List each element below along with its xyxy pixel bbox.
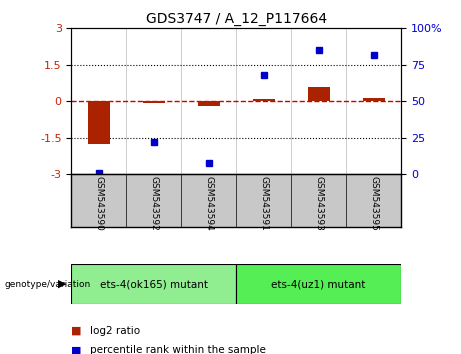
Text: genotype/variation: genotype/variation	[5, 280, 91, 289]
Text: ■: ■	[71, 326, 82, 336]
Text: ets-4(uz1) mutant: ets-4(uz1) mutant	[272, 279, 366, 289]
Text: percentile rank within the sample: percentile rank within the sample	[90, 346, 266, 354]
Text: GSM543595: GSM543595	[369, 176, 378, 231]
Bar	[363, 98, 384, 101]
Text: ▶: ▶	[59, 279, 67, 289]
Bar	[71, 264, 236, 304]
Bar	[198, 101, 220, 106]
Bar	[307, 87, 330, 101]
Text: GSM543592: GSM543592	[149, 176, 159, 231]
Text: ■: ■	[71, 346, 82, 354]
Text: GSM543593: GSM543593	[314, 176, 323, 231]
Bar	[236, 264, 401, 304]
Text: log2 ratio: log2 ratio	[90, 326, 140, 336]
Title: GDS3747 / A_12_P117664: GDS3747 / A_12_P117664	[146, 12, 327, 26]
Bar	[143, 101, 165, 103]
Text: GSM543591: GSM543591	[259, 176, 268, 231]
Bar	[253, 99, 275, 101]
Text: GSM543594: GSM543594	[204, 176, 213, 231]
Text: ets-4(ok165) mutant: ets-4(ok165) mutant	[100, 279, 208, 289]
Text: GSM543590: GSM543590	[95, 176, 103, 231]
Bar	[88, 101, 110, 144]
